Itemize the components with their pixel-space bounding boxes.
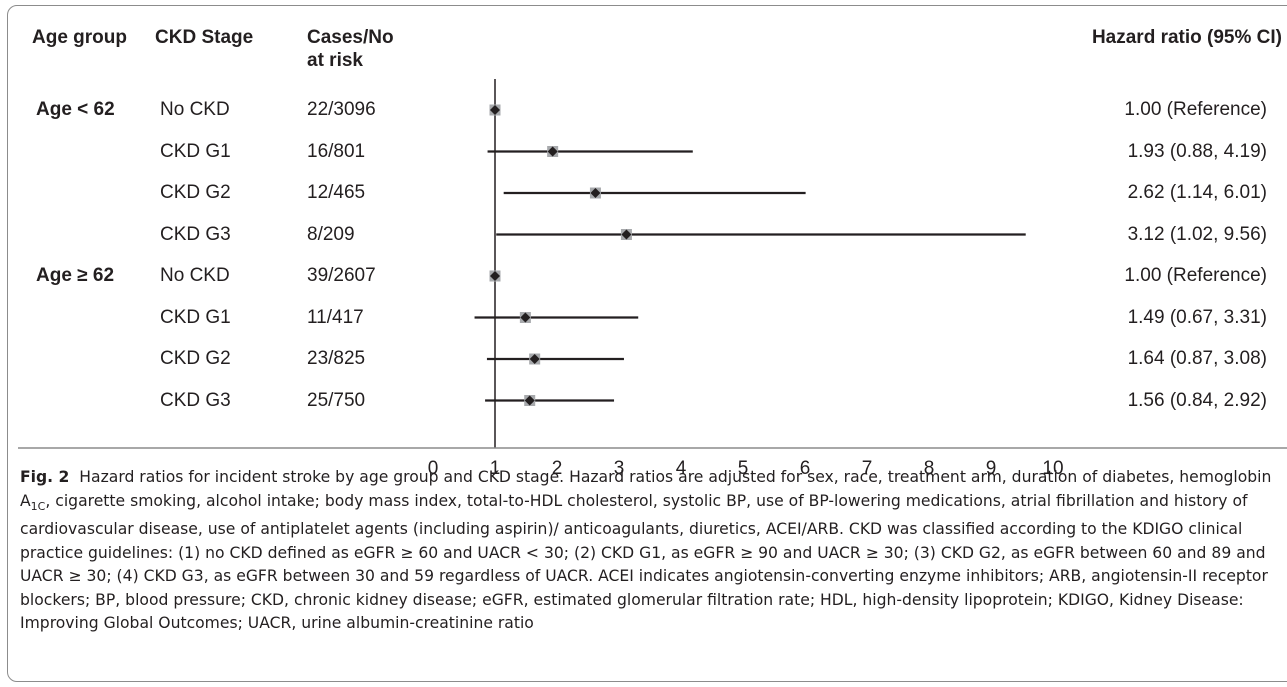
row-ckd-stage: CKD G1 [160,306,231,328]
row-cases: 12/465 [307,182,366,203]
point-estimate [621,229,632,240]
row-hazard-ratio-label: 3.12 (1.02, 9.56) [1127,223,1267,245]
header-age-group: Age group [32,27,127,48]
point-estimate [520,312,531,323]
row-age-group: Age < 62 [36,99,115,120]
point-estimate [490,271,500,281]
header-ckd-stage: CKD Stage [155,27,254,48]
x-tick-label: 8 [923,458,935,479]
row-cases: 39/2607 [307,265,376,286]
point-estimate [524,395,535,406]
point-estimate [590,188,601,198]
header-hazard-ratio: Hazard ratio (95% CI) [1091,27,1282,48]
x-tick-label: 10 [1042,458,1064,479]
figure-frame [7,5,1287,682]
x-tick-label: 1 [489,458,501,479]
caption-label: Fig. 2 [20,468,70,486]
row-cases: 22/3096 [307,99,376,120]
row-cases: 16/801 [307,140,366,162]
row-hazard-ratio-label: 1.64 (0.87, 3.08) [1127,348,1267,369]
header-at-risk: at risk [307,50,363,71]
row-hazard-ratio-label: 1.93 (0.88, 4.19) [1127,140,1267,162]
row-hazard-ratio-label: 1.49 (0.67, 3.31) [1127,306,1267,328]
caption-text: Hazard ratios for incident stroke by age… [20,468,1272,633]
row-cases: 23/825 [307,348,366,369]
figure-caption: Fig. 2 Hazard ratios for incident stroke… [20,466,1282,636]
row-hazard-ratio-label: 1.00 (Reference) [1124,265,1267,286]
header-cases: Cases/No [307,27,394,48]
point-estimate [547,146,558,157]
x-tick-label: 2 [551,458,563,479]
row-age-group: Age ≥ 62 [36,265,115,286]
row-cases: 11/417 [307,306,364,328]
row-cases: 25/750 [307,389,366,411]
row-ckd-stage: CKD G3 [160,389,231,411]
row-ckd-stage: CKD G3 [160,223,231,245]
x-tick-label: 6 [799,458,811,479]
point-estimate [490,105,500,115]
row-ckd-stage: No CKD [160,265,230,286]
x-tick-label: 4 [675,458,687,479]
row-cases: 8/209 [307,223,355,245]
forest-plot [18,79,1287,449]
row-hazard-ratio-label: 2.62 (1.14, 6.01) [1127,182,1267,203]
x-tick-label: 9 [985,458,997,479]
row-ckd-stage: CKD G2 [160,348,231,369]
row-ckd-stage: CKD G2 [160,182,231,203]
x-tick-label: 7 [861,458,873,479]
x-tick-label: 3 [613,458,625,479]
row-ckd-stage: No CKD [160,99,230,120]
x-tick-label: 5 [737,458,749,479]
point-estimate [529,354,540,364]
row-ckd-stage: CKD G1 [160,140,231,162]
row-hazard-ratio-label: 1.00 (Reference) [1124,99,1267,120]
row-hazard-ratio-label: 1.56 (0.84, 2.92) [1127,389,1267,411]
x-tick-label: 0 [427,458,439,479]
